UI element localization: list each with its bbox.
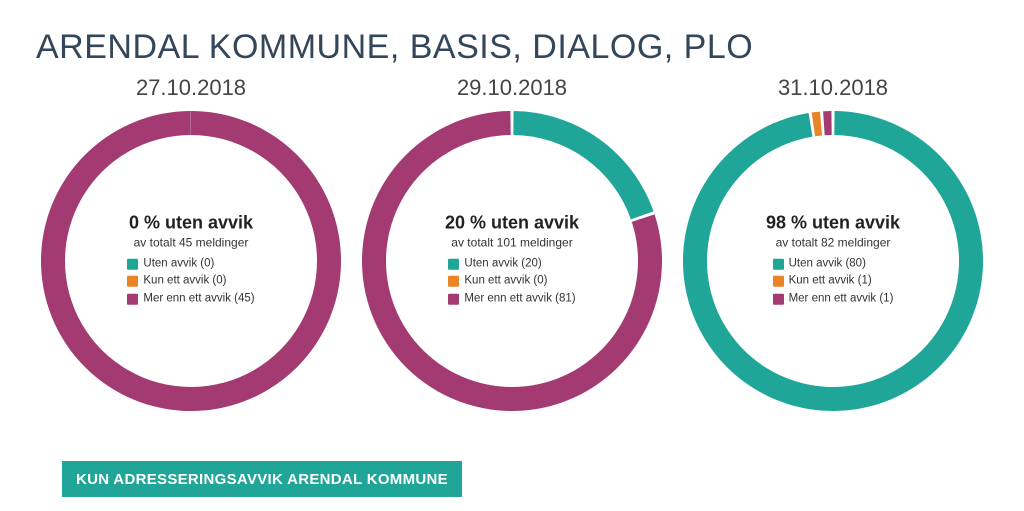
legend-swatch (773, 293, 784, 304)
donut-headline: 98 % uten avvik (733, 213, 933, 234)
legend-label: Mer enn ett avvik (81) (464, 290, 575, 307)
legend-label: Kun ett avvik (0) (143, 273, 226, 290)
legend-row: Uten avvik (0) (127, 256, 254, 273)
legend-row: Kun ett avvik (0) (448, 273, 575, 290)
legend-row: Kun ett avvik (0) (127, 273, 254, 290)
footer-text: KUN ADRESSERINGSAVVIK ARENDAL KOMMUNE (76, 471, 448, 488)
legend-swatch (127, 293, 138, 304)
legend-swatch (773, 259, 784, 270)
legend-swatch (127, 259, 138, 270)
donut-slice-mer_enn_ett (823, 111, 832, 135)
legend-swatch (448, 276, 459, 287)
donut-slice-uten (513, 111, 653, 219)
legend-label: Mer enn ett avvik (1) (789, 290, 894, 307)
chart-date: 31.10.2018 (678, 75, 988, 101)
legend-swatch (773, 276, 784, 287)
donut-center: 0 % uten avvik av totalt 45 meldinger Uten… (91, 213, 291, 310)
donut-subline: av totalt 82 meldinger (733, 236, 933, 250)
donut-center: 20 % uten avvik av totalt 101 meldinger Ut… (412, 213, 612, 310)
legend-label: Mer enn ett avvik (45) (143, 290, 254, 307)
page-title: ARENDAL KOMMUNE, BASIS, DIALOG, PLO (36, 28, 988, 67)
legend-swatch (448, 293, 459, 304)
chart-column: 29.10.2018 20 % uten avvik av totalt 101 m… (357, 75, 667, 411)
donut-legend: Uten avvik (0)Kun ett avvik (0)Mer enn e… (127, 256, 254, 308)
chart-column: 31.10.2018 98 % uten avvik av totalt 82 me… (678, 75, 988, 411)
donut-legend: Uten avvik (80)Kun ett avvik (1)Mer enn … (773, 256, 894, 308)
legend-swatch (448, 259, 459, 270)
legend-label: Kun ett avvik (0) (464, 273, 547, 290)
donut-legend: Uten avvik (20)Kun ett avvik (0)Mer enn … (448, 256, 575, 308)
chart-date: 29.10.2018 (357, 75, 667, 101)
legend-row: Uten avvik (80) (773, 256, 894, 273)
donut-chart: 20 % uten avvik av totalt 101 meldinger Ut… (362, 111, 662, 411)
legend-row: Mer enn ett avvik (1) (773, 290, 894, 307)
chart-date: 27.10.2018 (36, 75, 346, 101)
donut-chart: 0 % uten avvik av totalt 45 meldinger Uten… (41, 111, 341, 411)
legend-row: Uten avvik (20) (448, 256, 575, 273)
donut-subline: av totalt 101 meldinger (412, 236, 612, 250)
footer-bar: KUN ADRESSERINGSAVVIK ARENDAL KOMMUNE (62, 461, 462, 497)
charts-row: 27.10.2018 0 % uten avvik av totalt 45 mel… (36, 75, 988, 411)
legend-label: Uten avvik (80) (789, 256, 866, 273)
legend-swatch (127, 276, 138, 287)
donut-headline: 20 % uten avvik (412, 213, 612, 234)
legend-row: Kun ett avvik (1) (773, 273, 894, 290)
donut-subline: av totalt 45 meldinger (91, 236, 291, 250)
donut-slice-kun_ett (812, 112, 822, 137)
donut-chart: 98 % uten avvik av totalt 82 meldinger Ute… (683, 111, 983, 411)
legend-label: Kun ett avvik (1) (789, 273, 872, 290)
chart-column: 27.10.2018 0 % uten avvik av totalt 45 mel… (36, 75, 346, 411)
donut-headline: 0 % uten avvik (91, 213, 291, 234)
legend-label: Uten avvik (20) (464, 256, 541, 273)
legend-label: Uten avvik (0) (143, 256, 214, 273)
legend-row: Mer enn ett avvik (81) (448, 290, 575, 307)
legend-row: Mer enn ett avvik (45) (127, 290, 254, 307)
donut-center: 98 % uten avvik av totalt 82 meldinger Ute… (733, 213, 933, 310)
